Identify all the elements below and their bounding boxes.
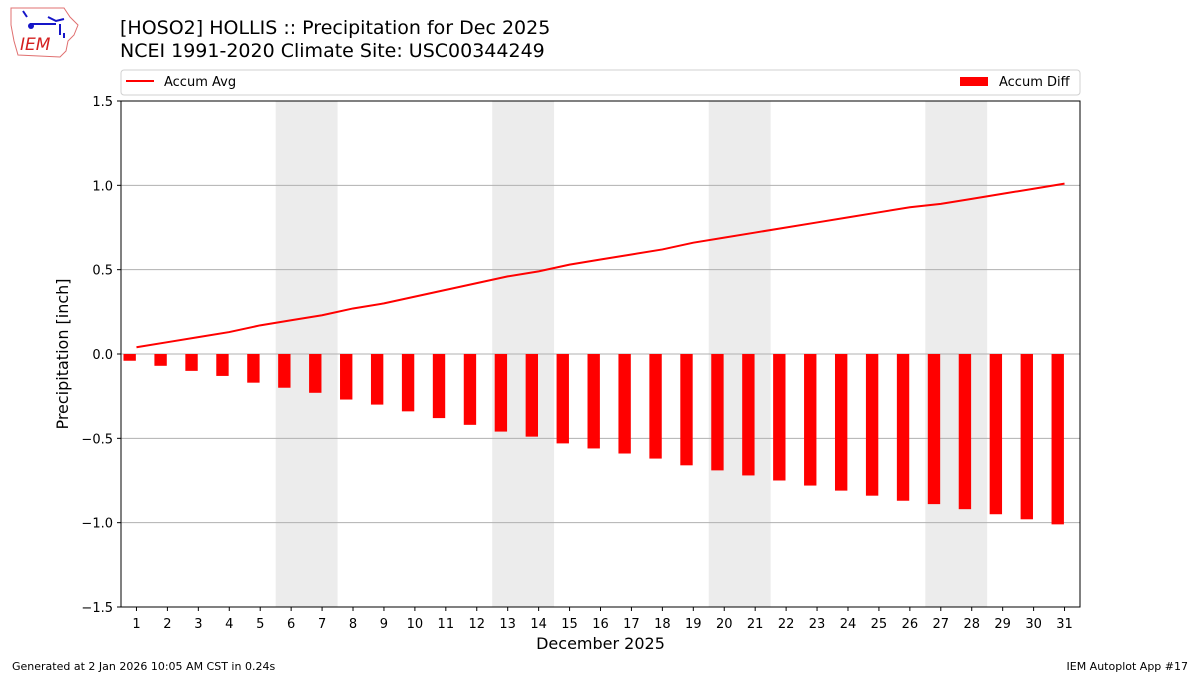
x-tick-label: 10 (407, 617, 424, 632)
x-tick-label: 7 (318, 617, 326, 632)
chart-title: [HOSO2] HOLLIS :: Precipitation for Dec … (120, 17, 550, 63)
x-tick-label: 12 (468, 617, 485, 632)
diff-bar (432, 354, 446, 419)
x-tick-label: 2 (163, 617, 171, 632)
x-tick-label: 9 (380, 617, 388, 632)
x-tick-label: 13 (499, 617, 516, 632)
x-tick-label: 23 (809, 617, 826, 632)
x-tick-label: 27 (933, 617, 950, 632)
legend-diff-label: Accum Diff (999, 75, 1071, 90)
diff-bar (680, 354, 693, 466)
logo-text: IEM (20, 35, 51, 55)
footer-app: IEM Autoplot App #17 (1066, 660, 1189, 673)
diff-bar (742, 354, 755, 476)
diff-bar (711, 354, 724, 471)
x-tick-label: 28 (963, 617, 980, 632)
diff-bar (989, 354, 1003, 515)
x-axis-label: December 2025 (536, 634, 665, 653)
diff-bar (309, 354, 322, 393)
diff-bar (278, 354, 291, 388)
legend-box (120, 69, 1081, 96)
x-tick-label: 14 (530, 617, 547, 632)
x-tick-label: 30 (1025, 617, 1042, 632)
plot-frame (120, 100, 1081, 608)
title-line-1: [HOSO2] HOLLIS :: Precipitation for Dec … (120, 17, 551, 39)
diff-bar (494, 354, 508, 432)
avg-line (136, 182, 1065, 349)
diff-bar (370, 354, 384, 405)
diff-bar (865, 354, 879, 496)
iem-logo: IEM (8, 5, 80, 59)
x-tick-label: 4 (225, 617, 233, 632)
diff-bar (804, 354, 817, 486)
x-tick-label: 8 (349, 617, 357, 632)
y-tick-label: −0.5 (81, 432, 113, 447)
x-tick-label: 5 (256, 617, 264, 632)
diff-bar (896, 354, 910, 501)
y-tick-label: −1.5 (81, 601, 113, 616)
x-tick-label: 11 (438, 617, 455, 632)
y-tick-label: 1.5 (92, 95, 113, 110)
x-tick-label: 24 (840, 617, 857, 632)
x-tick-label: 18 (654, 617, 671, 632)
diff-bar (1020, 354, 1033, 520)
diff-bar (525, 354, 539, 437)
y-tick-label: 1.0 (92, 179, 113, 194)
y-tick-label: −1.0 (81, 517, 113, 532)
x-tick-label: 6 (287, 617, 295, 632)
diff-bar (834, 354, 848, 491)
title-line-2: NCEI 1991-2020 Climate Site: USC00344249 (120, 40, 545, 62)
x-tick-label: 3 (194, 617, 202, 632)
x-tick-label: 17 (623, 617, 640, 632)
diff-bar (463, 354, 477, 425)
x-tick-label: 31 (1056, 617, 1073, 632)
diff-bar (123, 354, 136, 361)
x-tick-label: 16 (592, 617, 609, 632)
y-axis-label: Precipitation [inch] (53, 278, 72, 429)
diff-bar (618, 354, 631, 454)
diff-bar (587, 354, 600, 449)
legend-avg-label: Accum Avg (164, 75, 236, 90)
x-tick-label: 1 (132, 617, 140, 632)
diff-bar (247, 354, 260, 383)
x-tick-label: 21 (747, 617, 764, 632)
x-tick-label: 19 (685, 617, 702, 632)
footer-generated: Generated at 2 Jan 2026 10:05 AM CST in … (12, 660, 276, 673)
diff-bar (340, 354, 353, 400)
x-tick-label: 25 (871, 617, 888, 632)
legend-diff-swatch (960, 77, 988, 86)
diff-bar (216, 354, 229, 376)
diff-bar (927, 354, 941, 505)
x-tick-label: 29 (994, 617, 1011, 632)
x-tick-label: 15 (561, 617, 578, 632)
diff-bar (773, 354, 786, 481)
diff-bar (185, 354, 198, 371)
diff-bar (1051, 354, 1064, 525)
diff-bar (556, 354, 569, 444)
diff-bar (649, 354, 662, 459)
x-tick-label: 20 (716, 617, 733, 632)
x-tick-label: 22 (778, 617, 795, 632)
y-tick-label: 0.5 (92, 264, 113, 279)
diff-bar (154, 354, 167, 366)
y-tick-label: 0.0 (92, 348, 113, 363)
diff-bar (401, 354, 415, 412)
x-tick-label: 26 (902, 617, 919, 632)
diff-bar (958, 354, 972, 510)
